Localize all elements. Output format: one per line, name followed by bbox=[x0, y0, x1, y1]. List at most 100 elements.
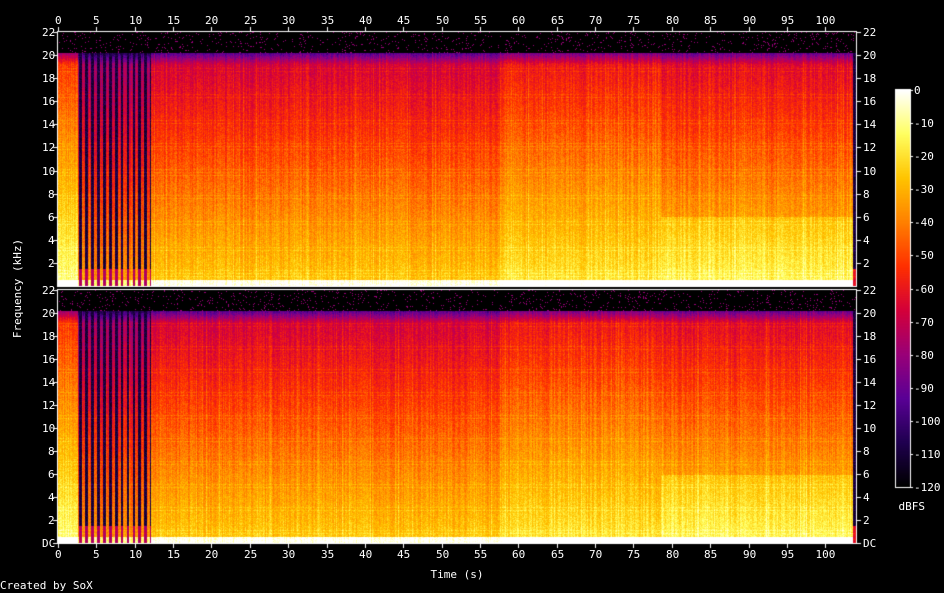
colorbar-tick-label: -80 bbox=[914, 349, 934, 362]
x-tick-label-top: 10 bbox=[129, 13, 143, 27]
y-tick-label-right: 12 bbox=[863, 141, 877, 154]
x-tick-label-bottom: 80 bbox=[666, 547, 680, 561]
y-tick-label-left: 14 bbox=[42, 376, 56, 389]
colorbar-tick-label: -50 bbox=[914, 249, 934, 262]
y-tick-label-left: 4 bbox=[48, 234, 55, 247]
y-tick-label-right: 14 bbox=[863, 376, 877, 389]
y-tick-label-left: 12 bbox=[42, 399, 56, 412]
y-tick-label-right: 10 bbox=[863, 422, 877, 435]
y-tick-label-right: 6 bbox=[863, 468, 870, 481]
y-tick-label-right: 16 bbox=[863, 95, 877, 108]
x-tick-label-bottom: 75 bbox=[627, 547, 641, 561]
x-tick-label-top: 30 bbox=[282, 13, 296, 27]
x-tick-label-top: 80 bbox=[666, 13, 680, 27]
y-tick-label-right: 4 bbox=[863, 491, 870, 504]
y-tick-label-right: 20 bbox=[863, 49, 877, 62]
y-tick-label-right: 18 bbox=[863, 330, 877, 343]
colorbar-tick-label: -90 bbox=[914, 382, 934, 395]
x-tick-label-top: 20 bbox=[205, 13, 219, 27]
x-tick-label-top: 45 bbox=[397, 13, 411, 27]
x-tick-label-bottom: 45 bbox=[397, 547, 411, 561]
x-tick-label-top: 15 bbox=[167, 13, 181, 27]
y-tick-label-right: 2 bbox=[863, 257, 870, 270]
x-tick-label-top: 70 bbox=[589, 13, 603, 27]
x-tick-label-bottom: 5 bbox=[93, 547, 100, 561]
y-tick-label-right: 2 bbox=[863, 514, 870, 527]
y-tick-label-right: 8 bbox=[863, 188, 870, 201]
x-tick-label-bottom: 0 bbox=[55, 547, 62, 561]
colorbar-label: dBFS bbox=[898, 499, 926, 513]
y-tick-label-right: 22 bbox=[863, 284, 877, 297]
x-tick-label-bottom: 10 bbox=[129, 547, 143, 561]
y-tick-label-left: 10 bbox=[42, 165, 56, 178]
y-tick-label-right: 16 bbox=[863, 353, 877, 366]
colorbar-tick-label: -20 bbox=[914, 150, 934, 163]
y-tick-label-right: 8 bbox=[863, 445, 870, 458]
colorbar-tick-label: -40 bbox=[914, 216, 934, 229]
y-tick-label-left: 6 bbox=[48, 468, 55, 481]
x-tick-label-bottom: 55 bbox=[474, 547, 488, 561]
colorbar-tick-label: -100 bbox=[914, 415, 941, 428]
y-tick-label-left: DC bbox=[42, 537, 56, 550]
y-tick-label-right: DC bbox=[863, 537, 877, 550]
y-tick-label-right: 20 bbox=[863, 307, 877, 320]
x-tick-label-top: 65 bbox=[551, 13, 565, 27]
x-tick-label-bottom: 85 bbox=[704, 547, 718, 561]
x-tick-label-bottom: 35 bbox=[321, 547, 335, 561]
x-tick-label-top: 55 bbox=[474, 13, 488, 27]
x-tick-label-top: 90 bbox=[743, 13, 757, 27]
y-tick-label-left: 4 bbox=[48, 491, 55, 504]
y-tick-label-left: 18 bbox=[42, 72, 56, 85]
y-tick-label-left: 8 bbox=[48, 445, 55, 458]
x-tick-label-bottom: 100 bbox=[815, 547, 836, 561]
x-tick-label-bottom: 30 bbox=[282, 547, 296, 561]
x-tick-label-top: 25 bbox=[244, 13, 258, 27]
colorbar-tick-label: 0 bbox=[914, 84, 921, 97]
x-tick-label-top: 5 bbox=[93, 13, 100, 27]
x-tick-label-bottom: 65 bbox=[551, 547, 565, 561]
x-tick-label-top: 0 bbox=[55, 13, 62, 27]
x-tick-label-top: 100 bbox=[815, 13, 836, 27]
x-tick-label-top: 60 bbox=[512, 13, 526, 27]
x-tick-label-bottom: 95 bbox=[781, 547, 795, 561]
x-axis-label: Time (s) bbox=[430, 567, 484, 581]
y-tick-label-right: 10 bbox=[863, 165, 877, 178]
x-tick-label-bottom: 20 bbox=[205, 547, 219, 561]
footer-credit: Created by SoX bbox=[0, 578, 93, 592]
y-tick-label-left: 20 bbox=[42, 307, 56, 320]
y-tick-label-left: 20 bbox=[42, 49, 56, 62]
colorbar-tick-label: -10 bbox=[914, 117, 934, 130]
y-tick-label-right: 4 bbox=[863, 234, 870, 247]
y-tick-label-left: 8 bbox=[48, 188, 55, 201]
x-tick-label-bottom: 15 bbox=[167, 547, 181, 561]
x-tick-label-top: 95 bbox=[781, 13, 795, 27]
x-tick-label-bottom: 40 bbox=[359, 547, 373, 561]
y-tick-label-left: 2 bbox=[48, 514, 55, 527]
colorbar-tick-label: -120 bbox=[914, 481, 941, 494]
colorbar-tick-label: -110 bbox=[914, 448, 941, 461]
colorbar-tick-label: -60 bbox=[914, 283, 934, 296]
y-tick-label-left: 16 bbox=[42, 353, 56, 366]
y-tick-label-right: 12 bbox=[863, 399, 877, 412]
y-tick-label-left: 2 bbox=[48, 257, 55, 270]
y-tick-label-left: 12 bbox=[42, 141, 56, 154]
y-tick-label-left: 6 bbox=[48, 211, 55, 224]
x-tick-label-top: 50 bbox=[436, 13, 450, 27]
x-tick-label-top: 40 bbox=[359, 13, 373, 27]
x-tick-label-bottom: 70 bbox=[589, 547, 603, 561]
y-tick-label-right: 22 bbox=[863, 26, 877, 39]
y-tick-label-right: 18 bbox=[863, 72, 877, 85]
colorbar-tick-label: -70 bbox=[914, 316, 934, 329]
x-tick-label-bottom: 25 bbox=[244, 547, 258, 561]
x-tick-label-bottom: 60 bbox=[512, 547, 526, 561]
x-tick-label-bottom: 50 bbox=[436, 547, 450, 561]
colorbar-tick-label: -30 bbox=[914, 183, 934, 196]
y-tick-label-left: 18 bbox=[42, 330, 56, 343]
x-tick-label-top: 85 bbox=[704, 13, 718, 27]
x-tick-label-top: 75 bbox=[627, 13, 641, 27]
x-tick-label-top: 35 bbox=[321, 13, 335, 27]
y-tick-label-right: 14 bbox=[863, 118, 877, 131]
x-tick-label-bottom: 90 bbox=[743, 547, 757, 561]
y-axis-label: Frequency (kHz) bbox=[10, 238, 24, 338]
